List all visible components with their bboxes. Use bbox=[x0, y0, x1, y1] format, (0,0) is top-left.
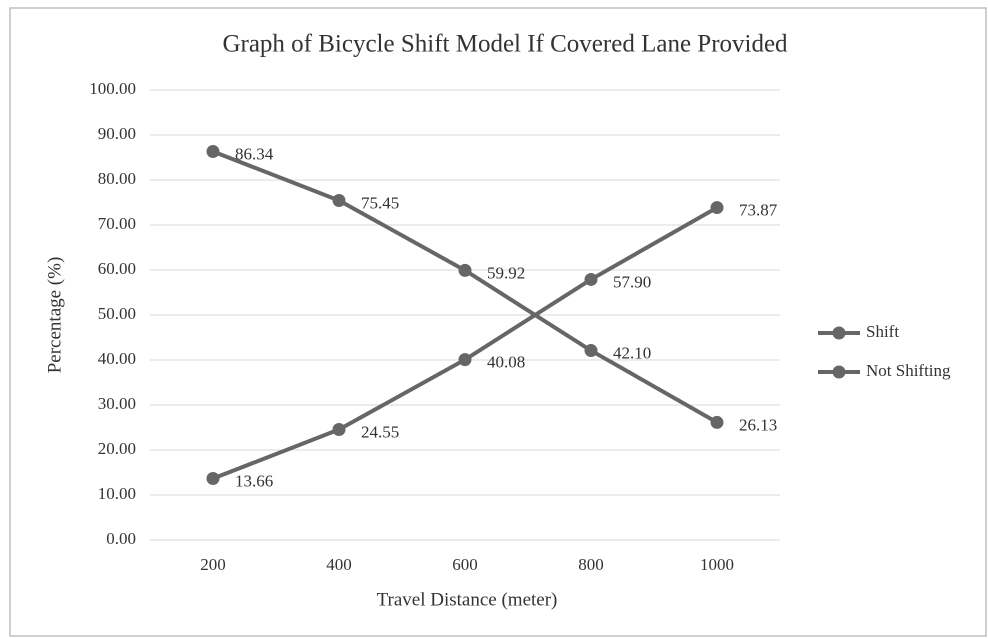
data-label: 40.08 bbox=[487, 353, 525, 372]
legend-marker bbox=[832, 365, 846, 379]
y-tick-label: 50.00 bbox=[98, 304, 136, 323]
y-tick-label: 70.00 bbox=[98, 214, 136, 233]
chart-border bbox=[9, 7, 987, 637]
data-point bbox=[332, 193, 346, 207]
data-point bbox=[458, 263, 472, 277]
data-point bbox=[332, 423, 346, 437]
y-tick-label: 90.00 bbox=[98, 124, 136, 143]
x-tick-label: 600 bbox=[452, 555, 478, 574]
x-tick-label: 200 bbox=[200, 555, 226, 574]
legend-marker bbox=[832, 326, 846, 340]
chart-title: Graph of Bicycle Shift Model If Covered … bbox=[222, 31, 788, 58]
x-tick-label: 400 bbox=[326, 555, 352, 574]
data-point bbox=[206, 472, 220, 486]
data-label: 73.87 bbox=[739, 200, 778, 219]
y-tick-label: 100.00 bbox=[89, 79, 136, 98]
data-point bbox=[458, 353, 472, 367]
y-axis-title: Percentage (%) bbox=[44, 257, 65, 374]
x-axis-title: Travel Distance (meter) bbox=[377, 589, 558, 610]
legend-label: Not Shifting bbox=[866, 361, 951, 380]
legend-label: Shift bbox=[866, 322, 899, 341]
y-tick-label: 30.00 bbox=[98, 394, 136, 413]
data-point bbox=[710, 415, 724, 429]
y-tick-label: 40.00 bbox=[98, 349, 136, 368]
data-label: 59.92 bbox=[487, 263, 525, 282]
data-label: 26.13 bbox=[739, 415, 777, 434]
y-tick-label: 10.00 bbox=[98, 484, 136, 503]
x-tick-label: 1000 bbox=[700, 555, 734, 574]
y-tick-label: 20.00 bbox=[98, 439, 136, 458]
data-point bbox=[584, 344, 598, 358]
data-point bbox=[710, 201, 724, 215]
data-point bbox=[206, 144, 220, 158]
data-label: 75.45 bbox=[361, 193, 399, 212]
data-label: 24.55 bbox=[361, 422, 399, 441]
y-tick-label: 80.00 bbox=[98, 169, 136, 188]
data-label: 86.34 bbox=[235, 144, 274, 163]
y-tick-label: 60.00 bbox=[98, 259, 136, 278]
y-tick-label: 0.00 bbox=[106, 529, 136, 548]
data-label: 13.66 bbox=[235, 471, 273, 490]
x-tick-label: 800 bbox=[578, 555, 604, 574]
data-label: 57.90 bbox=[613, 272, 651, 291]
data-point bbox=[584, 272, 598, 286]
data-label: 42.10 bbox=[613, 343, 651, 362]
